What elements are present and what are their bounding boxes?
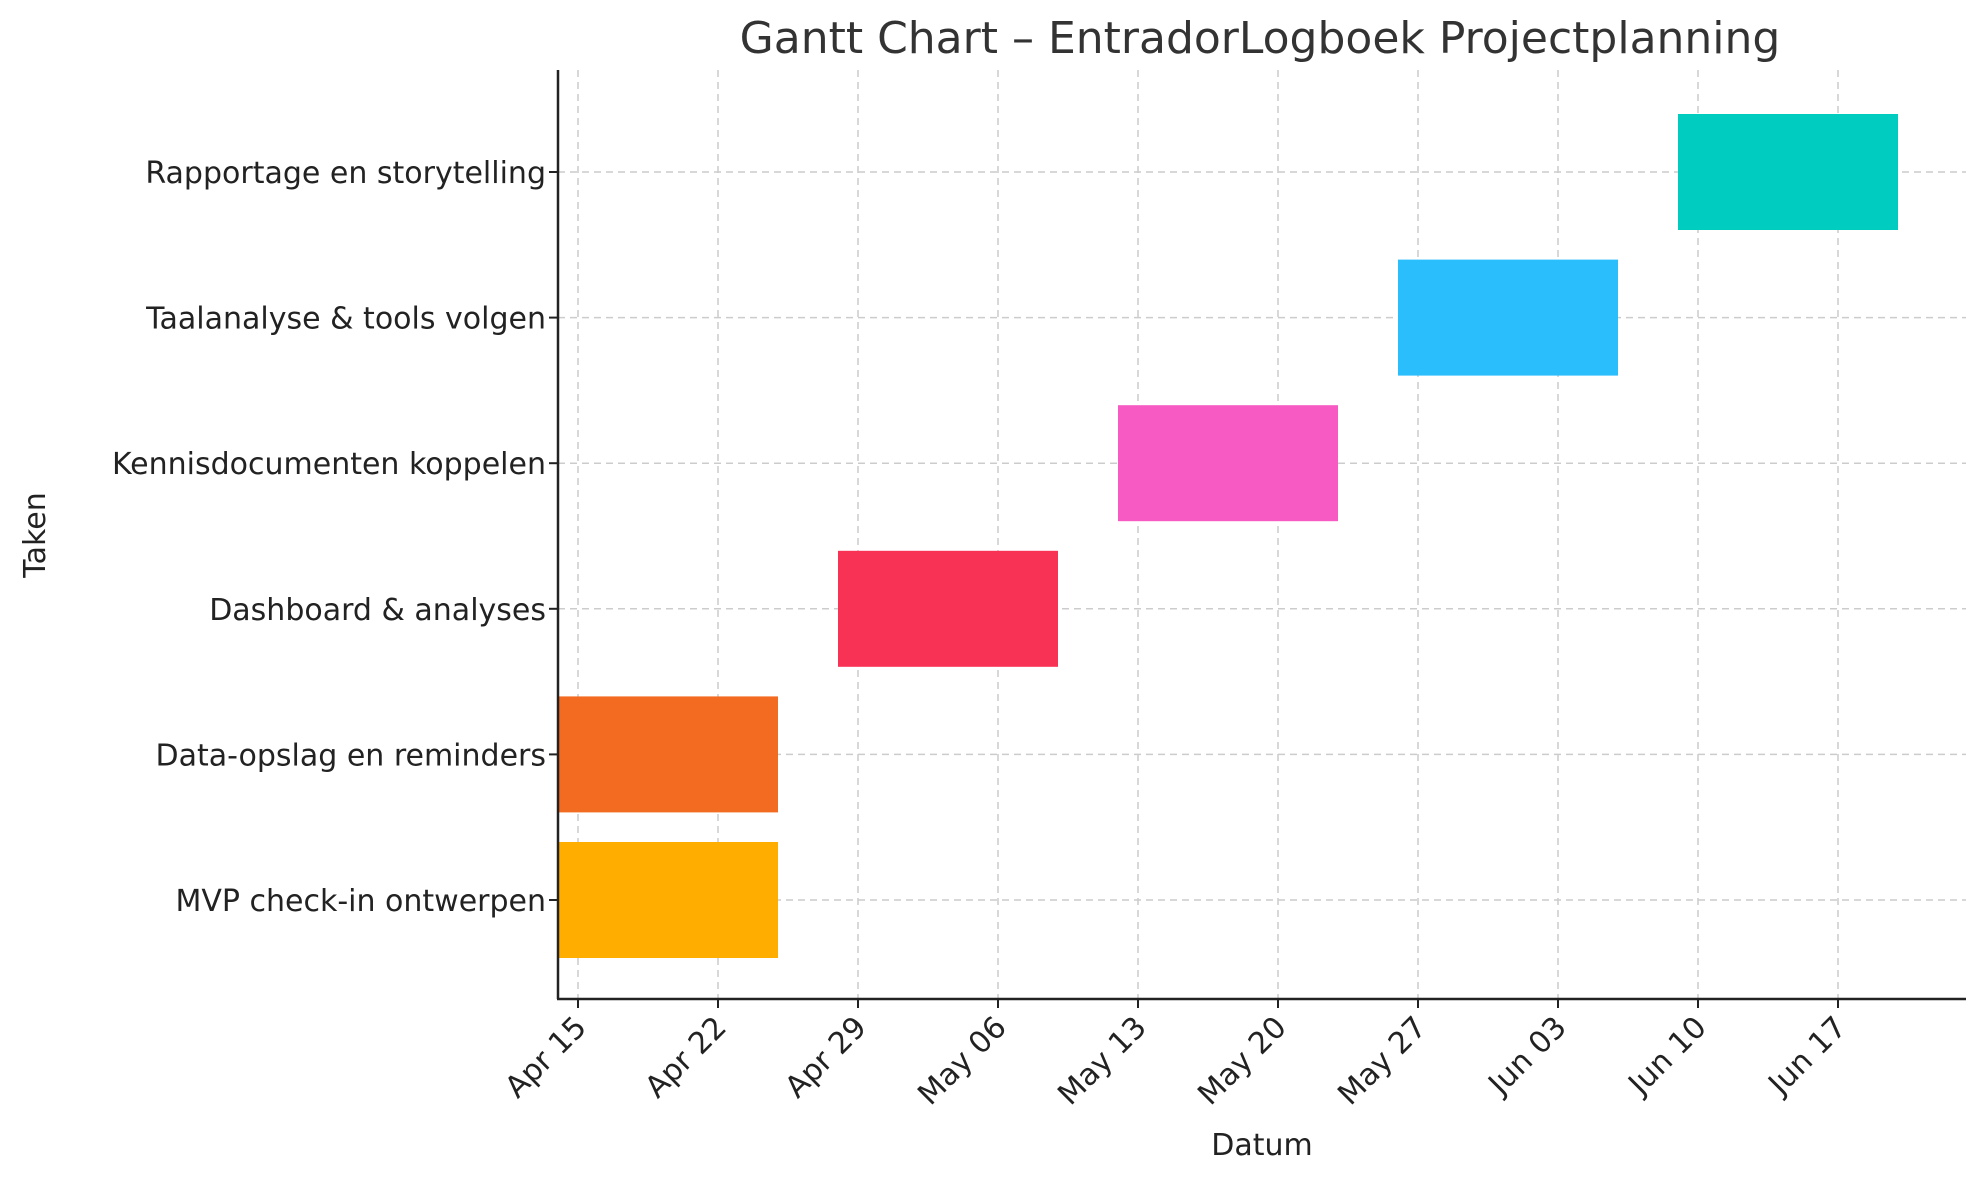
- task-bar: [838, 550, 1058, 667]
- y-tick-label: Rapportage en storytelling: [145, 156, 546, 191]
- x-tick-label: Jun 03: [1481, 1010, 1574, 1103]
- task-bar: [558, 696, 778, 813]
- x-tick-label: May 27: [1331, 1010, 1433, 1112]
- bar-layer: [558, 114, 1898, 958]
- x-tick-label: May 13: [1051, 1010, 1153, 1112]
- y-axis-label: Taken: [18, 492, 53, 579]
- x-tick-label: Jun 17: [1761, 1010, 1854, 1103]
- task-bar: [1398, 259, 1618, 376]
- x-tick-label: May 20: [1191, 1010, 1293, 1112]
- y-tick-label: Data-opslag en reminders: [155, 738, 546, 773]
- y-tick-label: Dashboard & analyses: [209, 593, 546, 628]
- task-bar: [1678, 114, 1898, 230]
- grid-layer: [558, 70, 1966, 999]
- x-axis-label: Datum: [1211, 1128, 1312, 1163]
- y-tick-label: Taalanalyse & tools volgen: [145, 302, 546, 337]
- x-tick-label: Apr 22: [638, 1010, 733, 1105]
- x-tick-label: May 06: [911, 1010, 1013, 1112]
- task-bar: [1118, 405, 1338, 522]
- x-tick-label: Apr 15: [498, 1010, 593, 1105]
- y-tick-label: MVP check-in ontwerpen: [175, 884, 546, 919]
- y-tick-label: Kennisdocumenten koppelen: [112, 447, 546, 482]
- x-tick-label: Jun 10: [1621, 1010, 1714, 1103]
- task-bar: [558, 842, 778, 958]
- chart-title: Gantt Chart – EntradorLogboek Projectpla…: [740, 13, 1781, 64]
- x-tick-label: Apr 29: [778, 1010, 873, 1105]
